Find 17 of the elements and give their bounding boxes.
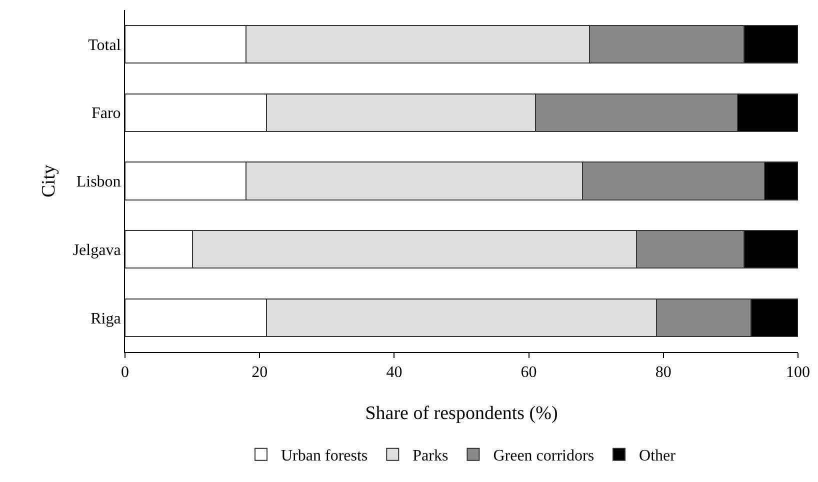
legend-label: Parks [412,448,448,465]
x-tick-label: 60 [520,364,537,382]
x-tick-label: 20 [252,364,268,382]
legend-label: Green corridors [493,448,594,465]
x-tick-label: 40 [386,364,402,382]
x-axis-title: Share of respondents (%) [365,403,558,424]
y-tick-label: Faro [91,105,121,122]
x-tick-label: 0 [121,364,129,382]
y-tick-label: Riga [90,310,121,328]
y-axis-title: City [38,164,60,198]
legend-label: Other [639,448,676,465]
legend-label: Urban forests [281,448,368,465]
y-tick-label: Jelgava [72,242,121,259]
y-tick-label: Lisbon [76,174,121,191]
y-tick-label: Total [88,36,122,54]
x-tick-label: 100 [786,364,810,382]
x-tick-label: 80 [655,364,672,382]
